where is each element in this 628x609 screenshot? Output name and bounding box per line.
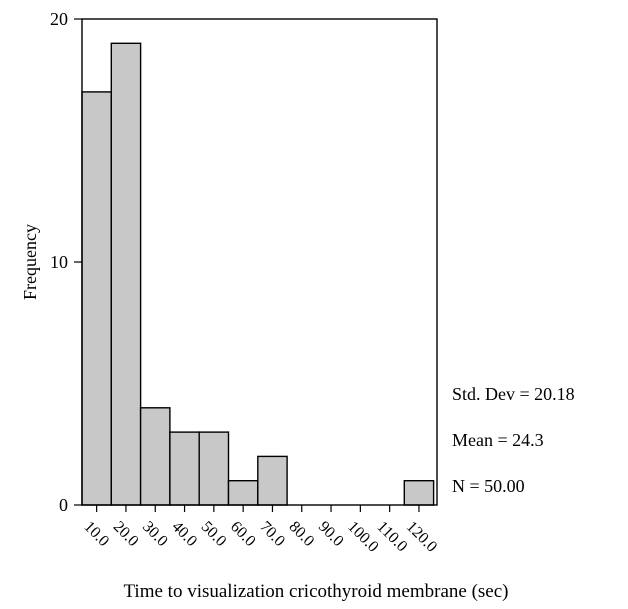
x-tick-label: 120.0 bbox=[403, 518, 440, 555]
bar-20.0 bbox=[110, 42, 142, 506]
x-tick-label: 80.0 bbox=[286, 518, 318, 550]
bar-70.0 bbox=[257, 455, 288, 506]
bar-50.0 bbox=[198, 431, 230, 506]
y-tick-label: 10 bbox=[50, 252, 68, 272]
x-axis-label: Time to visualization cricothyroid membr… bbox=[123, 581, 508, 602]
stat-std-dev: Std. Dev = 20.18 bbox=[452, 384, 575, 404]
x-tick-label: 30.0 bbox=[139, 518, 171, 550]
bars-group bbox=[81, 42, 435, 506]
stat-n: N = 50.00 bbox=[452, 476, 525, 496]
stat-mean: Mean = 24.3 bbox=[452, 430, 544, 450]
x-tick-label: 50.0 bbox=[198, 518, 230, 550]
y-ticks-group: 0 10 20 bbox=[50, 9, 82, 515]
x-tick-label: 10.0 bbox=[80, 518, 112, 550]
x-tick-label: 40.0 bbox=[168, 518, 200, 550]
bar-60.0 bbox=[227, 480, 259, 506]
x-ticks-group: 10.020.030.040.050.060.070.080.090.0100.… bbox=[80, 505, 440, 556]
bar-10.0 bbox=[81, 91, 112, 506]
x-tick-label: 100.0 bbox=[344, 518, 381, 555]
y-axis-label: Frequency bbox=[20, 224, 40, 300]
x-tick-label: 70.0 bbox=[256, 518, 288, 550]
x-tick-label: 110.0 bbox=[373, 518, 410, 555]
x-tick-label: 60.0 bbox=[227, 518, 259, 550]
bar-30.0 bbox=[139, 407, 171, 506]
bar-120.0 bbox=[403, 480, 435, 506]
y-tick-label: 0 bbox=[59, 495, 68, 515]
y-tick-label: 20 bbox=[50, 9, 68, 29]
bar-40.0 bbox=[169, 431, 200, 506]
x-tick-label: 90.0 bbox=[315, 518, 347, 550]
x-tick-label: 20.0 bbox=[110, 518, 142, 550]
